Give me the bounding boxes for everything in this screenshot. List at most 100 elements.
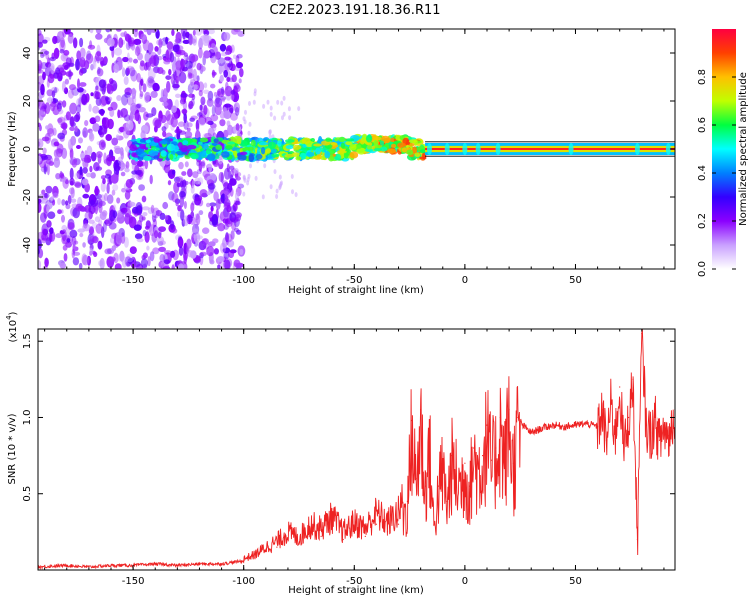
spectrogram-noise-blob [81,93,88,105]
spectrogram-noise-blob [226,163,230,173]
spectrogram-noise-blob [63,49,70,56]
spectrogram-noise-blob [47,62,55,71]
snr-data-point [198,563,201,565]
spectrogram-noise-blob [196,62,202,71]
spectrogram-signal-blob [306,151,315,157]
spectrogram-noise-blob [222,180,229,187]
spectrogram-noise-blob [156,236,165,244]
spectrogram-noise-blob [191,54,199,62]
spectrogram-noise-blob [210,114,219,122]
snr-data-point [632,378,634,380]
colorbar-tick-label: 0.8 [697,69,708,85]
spectrogram-noise-blob [99,211,107,221]
spectrogram-noise-blob [198,47,203,59]
spectrogram-noise-blob [40,233,49,241]
snr-multiplier-base: (x10 [8,320,19,343]
spectrogram-noise-blob [227,239,235,248]
spectrogram-noise-blob [249,163,252,169]
spectrogram-noise-blob [189,78,194,89]
spectrogram-noise-blob [183,120,189,130]
spectrogram-noise-blob [79,47,86,58]
spectrogram-noise-blob [182,39,191,45]
spectrogram-noise-blob [207,241,216,247]
snr-axes: -150 -100 -50 0 50 0.5 1.0 1.5 [22,329,675,587]
spectrogram-noise-blob [171,169,176,175]
snr-data-point [508,409,510,411]
spectrogram-noise-blob [203,29,209,34]
spectrogram-signal-blob [340,142,345,149]
spectrogram-noise-blob [223,69,228,78]
spectrogram-noise-blob [129,246,137,255]
spectrogram-noise-blob [142,229,147,237]
spectrogram-signal-blob [242,146,251,152]
spectrogram-noise-blob [112,210,118,219]
spectrogram-noise-blob [193,231,201,244]
snr-data-point [468,485,470,487]
spectrogram-noise-blob [206,202,211,208]
spectrogram-noise-blob [224,50,231,55]
snr-data-point [614,432,616,434]
spectrogram-noise-blob [155,210,163,216]
spectrogram-noise-blob [111,137,119,146]
spectrogram-signal-blob [145,143,150,148]
spectrogram-signal-blob [248,154,255,162]
spectrogram-noise-blob [178,246,184,256]
spectrogram-noise-blob [51,90,56,98]
snr-data-point [428,439,431,441]
spectrogram-noise-blob [57,72,63,82]
spectrogram-noise-blob [188,100,194,110]
spectrogram-noise-blob [93,162,100,172]
spectrogram-noise-blob [136,238,144,243]
spectrogram-noise-blob [221,98,225,103]
snr-data-point [309,532,311,535]
spectrogram-noise-blob [239,248,244,256]
spectrogram-signal-blob [373,139,378,148]
spectrogram-signal-blob [227,141,236,145]
spectrogram-noise-blob [229,165,235,170]
spectrogram-noise-blob [81,51,86,61]
spectrogram-signal-blob [284,153,295,158]
snr-data-point [504,455,506,457]
spectrogram-noise-blob [93,251,98,257]
spectrogram-noise-blob [148,57,155,64]
spectrogram-signal-blob [182,140,189,146]
spectrogram-noise-blob [81,178,89,186]
spectrogram-noise-blob [116,214,125,224]
spectrogram-noise-blob [219,119,226,127]
spectrogram-noise-blob [53,47,60,60]
spectrogram-noise-blob [82,254,89,266]
spectrogram-noise-blob [100,175,106,180]
spectrogram-noise-blob [74,125,78,133]
spectrogram-noise-blob [150,90,158,98]
spectrogram-noise-blob [180,209,185,221]
spectrogram-noise-blob [131,261,137,269]
spectrogram-noise-blob [79,166,83,176]
snr-y-multiplier: (x104) [5,311,19,342]
spectrogram-signal-blob [277,140,282,147]
spectrogram-noise-blob [224,56,231,61]
spectrogram-noise-blob [142,212,148,217]
spectrogram-tone-bump [634,143,640,155]
snr-data-point [641,333,643,335]
spectrogram-noise-blob [107,37,115,48]
y-tick-label: 0 [22,146,33,152]
spectrogram-noise-blob [113,63,120,73]
spectrogram-noise-blob [181,171,187,176]
spectrogram-noise-blob [46,97,54,104]
spectrogram-noise-blob [44,257,49,267]
spectrogram-noise-blob [43,192,50,199]
spectrogram-noise-blob [175,93,181,99]
spectrogram-noise-blob [177,236,184,249]
spectrogram-noise-blob [134,46,141,57]
spectrogram-noise-blob [73,37,78,49]
spectrogram-noise-blob [167,180,172,186]
spectrogram-noise-blob [179,98,187,105]
spectrogram-noise-blob [208,163,213,173]
x-tick-label: -100 [232,576,255,587]
snr-data-point [411,419,413,422]
snr-data-point [420,409,422,411]
spectrogram-signal-blob [349,151,359,159]
spectrogram-noise-blob [119,163,125,168]
spectrogram-noise-blob [128,214,133,224]
spectrogram-noise-blob [65,241,72,248]
